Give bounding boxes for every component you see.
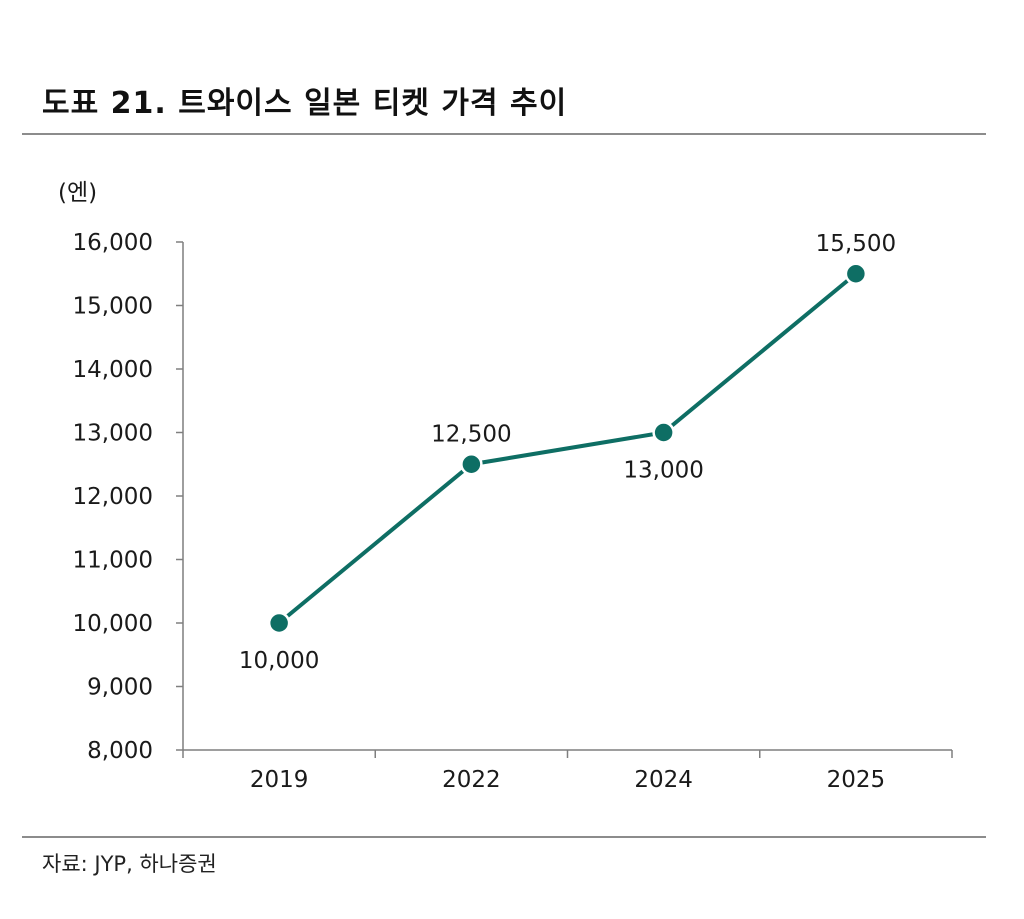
line-chart: (엔) 8,000 9,000 10,000 11,000 12,000 13,000 14,… [58,180,953,793]
data-point [460,453,483,476]
data-label: 12,500 [431,421,511,447]
data-point [652,421,675,444]
source-note: 자료: JYP, 하나증권 [42,852,217,876]
x-tick-label: 2024 [634,767,693,793]
title-divider [22,133,986,135]
y-tick-label: 13,000 [73,421,153,447]
y-tick-label: 14,000 [73,357,153,383]
data-label: 10,000 [239,648,319,674]
x-tick-label: 2025 [827,767,886,793]
chart-title: 도표 21. 트와이스 일본 티켓 가격 추이 [42,86,568,121]
y-tick-label: 8,000 [87,738,153,764]
data-label: 15,500 [816,231,896,257]
footer-divider [22,836,986,838]
data-point [267,611,291,635]
y-tick-label: 12,000 [73,484,153,510]
x-tick-label: 2022 [442,767,501,793]
y-tick-label: 10,000 [73,611,153,637]
data-point [844,262,868,285]
y-tick-label: 9,000 [87,675,153,701]
y-tick-label: 15,000 [73,294,153,320]
y-axis-unit-label: (엔) [58,180,97,206]
y-tick-label: 11,000 [73,548,153,574]
series-line [277,272,858,625]
y-tick-label: 16,000 [73,230,153,256]
x-tick-label: 2019 [250,767,309,793]
data-label: 13,000 [623,458,703,484]
